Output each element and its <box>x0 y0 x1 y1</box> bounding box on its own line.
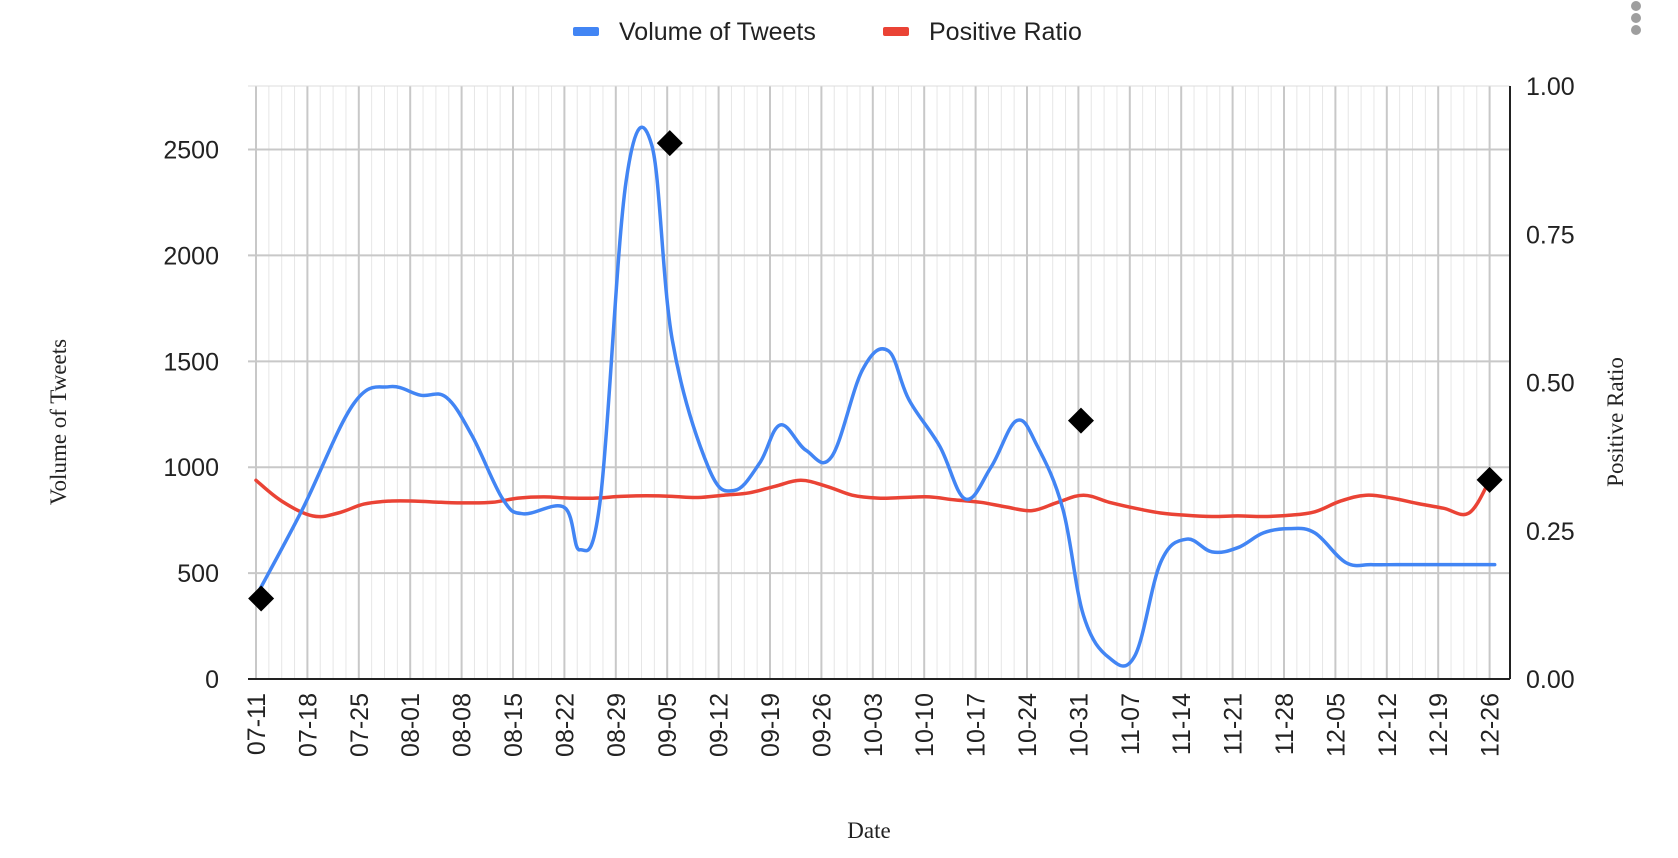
x-tick-label: 09-26 <box>808 693 836 757</box>
x-tick-label: 08-01 <box>397 693 425 757</box>
series-line-positive-ratio <box>254 478 1492 519</box>
x-tick-label: 08-15 <box>500 693 528 757</box>
grid-lines <box>248 85 1510 680</box>
x-tick-label: 12-05 <box>1322 693 1350 757</box>
x-tick-label: 11-28 <box>1271 693 1299 755</box>
legend[interactable]: Volume of Tweets Positive Ratio <box>573 18 1082 46</box>
x-tick-label: 12-12 <box>1374 693 1402 757</box>
legend-swatch-positive-ratio <box>883 27 909 36</box>
y-tick-label: 500 <box>177 560 219 588</box>
legend-label-volume: Volume of Tweets <box>619 18 816 46</box>
x-tick-label: 11-07 <box>1117 693 1145 755</box>
x-tick-label: 11-14 <box>1168 693 1196 755</box>
y2-tick-label: 0.25 <box>1526 518 1575 546</box>
x-tick-label: 10-31 <box>1065 693 1093 757</box>
legend-swatch-volume <box>573 27 599 36</box>
x-tick-label: 10-03 <box>860 693 888 757</box>
x-tick-label: 08-22 <box>551 693 579 757</box>
x-tick-label: 10-10 <box>911 693 939 757</box>
y-tick-label: 1000 <box>163 454 219 482</box>
data-marker-diamond <box>1067 407 1094 434</box>
y2-axis-title: Positive Ratio <box>1603 357 1628 487</box>
x-tick-label: 07-25 <box>346 693 374 757</box>
x-tick-labels: 07-11 07-18 07-25 08-01 08-08 08-15 08-22 08-29… <box>243 693 1505 757</box>
y2-tick-label: 0.00 <box>1526 666 1575 694</box>
y-axis-title: Volume of Tweets <box>46 339 71 505</box>
x-axis-title: Date <box>847 818 890 843</box>
more-options-icon[interactable] <box>1631 1 1641 35</box>
data-marker-diamond <box>656 130 683 157</box>
y-tick-label: 1500 <box>163 348 219 376</box>
data-marker-diamond <box>248 585 275 612</box>
y2-tick-label: 0.75 <box>1526 221 1575 249</box>
x-tick-label: 09-05 <box>654 693 682 757</box>
series-line-volume <box>254 125 1497 668</box>
x-tick-label: 12-19 <box>1425 693 1453 757</box>
x-tick-label: 07-18 <box>294 693 322 757</box>
axes <box>248 86 1511 680</box>
y2-tick-labels: 0.00 0.25 0.50 0.75 1.00 <box>1526 73 1575 694</box>
legend-label-positive-ratio: Positive Ratio <box>929 18 1082 46</box>
x-tick-label: 10-24 <box>1014 693 1042 757</box>
x-tick-label: 09-12 <box>706 693 734 757</box>
x-tick-label: 07-11 <box>243 693 271 755</box>
y-tick-label: 0 <box>205 666 219 694</box>
y2-tick-label: 1.00 <box>1526 73 1575 101</box>
y2-tick-label: 0.50 <box>1526 370 1575 398</box>
x-tick-label: 08-29 <box>603 693 631 757</box>
data-marker-diamond <box>1476 466 1503 493</box>
x-tick-label: 10-17 <box>963 693 991 757</box>
x-tick-label: 11-21 <box>1220 693 1248 755</box>
y-tick-label: 2000 <box>163 242 219 270</box>
x-tick-label: 08-08 <box>449 693 477 757</box>
x-tick-label: 09-19 <box>757 693 785 757</box>
series-lines <box>254 125 1497 668</box>
data-markers <box>248 130 1503 612</box>
y-tick-labels: 0 500 1000 1500 2000 2500 <box>163 137 219 694</box>
x-tick-label: 12-26 <box>1477 693 1505 757</box>
y-tick-label: 2500 <box>163 137 219 165</box>
